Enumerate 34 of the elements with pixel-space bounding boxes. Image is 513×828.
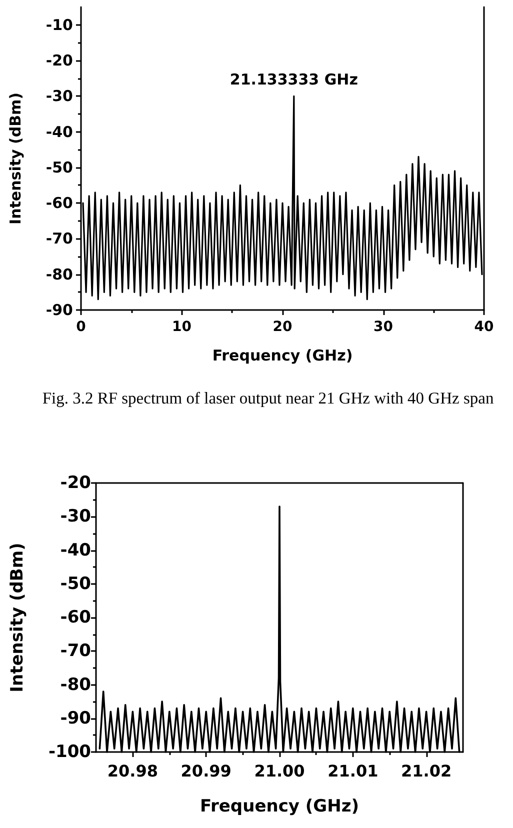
x-tick-label: 21.02 <box>400 762 452 780</box>
y-tick-label: -90 <box>46 301 73 319</box>
y-tick-label: -20 <box>60 473 92 493</box>
y-tick-label: -60 <box>46 194 73 212</box>
y-tick-label: -50 <box>46 158 73 176</box>
y-tick-label: -80 <box>46 265 73 284</box>
x-tick-label: 30 <box>374 319 394 335</box>
y-axis-title: Intensity (dBm) <box>6 92 24 225</box>
x-tick-label: 10 <box>172 319 192 335</box>
caption: Fig. 3.2 RF spectrum of laser output near 21 GHz with 40 GHz span <box>42 388 494 408</box>
y-tick-label: -90 <box>60 708 92 728</box>
y-tick-label: -50 <box>60 574 92 594</box>
y-tick-label: -60 <box>60 608 92 628</box>
y-tick-label: -80 <box>60 674 92 695</box>
y-tick-label: -70 <box>60 641 92 662</box>
x-tick-label: 0 <box>76 319 86 335</box>
y-axis-title: Intensity (dBm) <box>8 542 28 692</box>
x-tick-label: 20.98 <box>107 762 158 780</box>
y-tick-label: -20 <box>46 51 73 70</box>
x-tick-label: 21.01 <box>328 762 378 780</box>
y-tick-label: -40 <box>46 122 73 141</box>
y-tick-label: -30 <box>46 87 73 106</box>
y-tick-label: -40 <box>60 540 92 560</box>
y-tick-label: -30 <box>60 506 92 527</box>
x-tick-label: 20.99 <box>180 762 232 780</box>
y-tick-label: -100 <box>48 742 92 762</box>
y-tick-label: -70 <box>46 230 73 248</box>
annotation: 21.133333 GHz <box>230 70 358 89</box>
x-tick-label: 20 <box>272 319 292 335</box>
y-tick-label: -10 <box>46 16 73 34</box>
x-tick-label: 40 <box>474 319 494 335</box>
x-axis-title: Frequency (GHz) <box>200 796 360 816</box>
x-tick-label: 21.00 <box>254 762 305 780</box>
x-axis-title: Frequency (GHz) <box>212 346 353 364</box>
